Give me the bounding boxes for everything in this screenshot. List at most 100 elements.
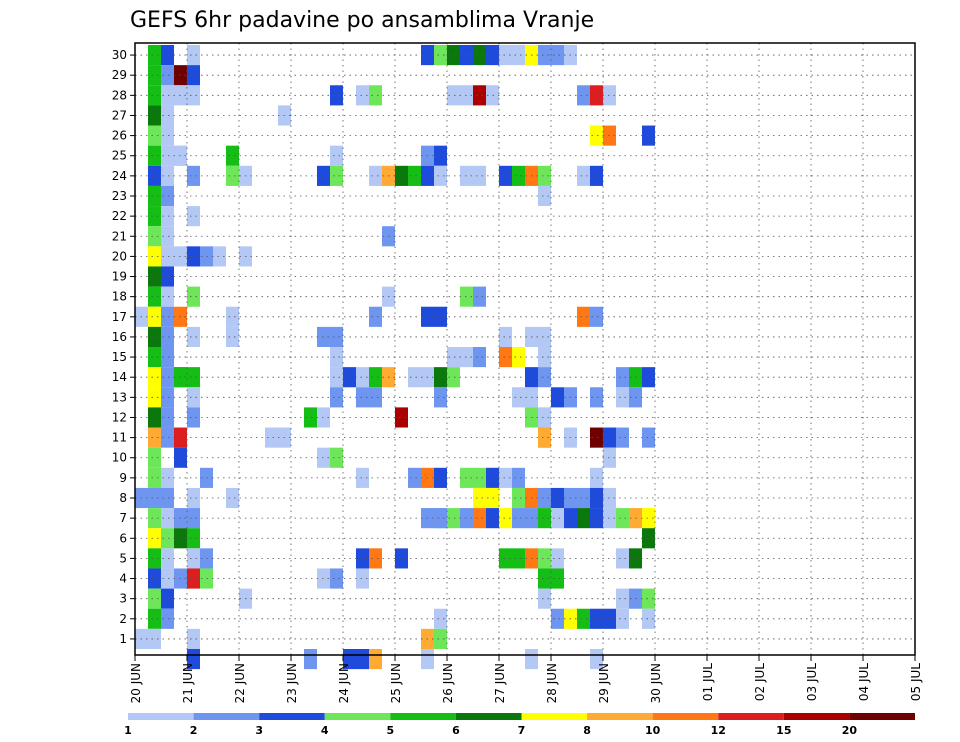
- precip-cell-m8-t1: [148, 487, 161, 509]
- precip-cell-m24-t18: [369, 165, 382, 186]
- x-tick-label: 04 JUL: [857, 663, 871, 701]
- precip-cell-m23-t2: [161, 185, 174, 207]
- precip-cell-m3-t37: [616, 588, 629, 609]
- precip-cell-m19-t2: [161, 266, 174, 287]
- precip-cell-m8-t2: [161, 487, 174, 509]
- precip-cell-m2-t1: [148, 608, 161, 629]
- precip-cell-m15-t26: [473, 347, 486, 368]
- precip-cell-m17-t34: [577, 306, 590, 327]
- precip-cell-m8-t35: [590, 487, 603, 509]
- y-tick-label: 4: [119, 572, 127, 586]
- precip-cell-m9-t35: [590, 467, 603, 488]
- precip-cell-m5-t17: [356, 548, 369, 569]
- x-tick-label: 26 JUN: [441, 663, 455, 703]
- y-tick-label: 29: [112, 68, 127, 82]
- precip-cell-m29-t2: [161, 65, 174, 86]
- precip-cell-m4-t31: [538, 568, 551, 589]
- precip-cell-m13-t2: [161, 387, 174, 408]
- precip-cell-m17-t18: [369, 306, 382, 327]
- precip-cell-m7-t4: [187, 508, 200, 529]
- precip-cell-m15-t28: [499, 347, 512, 368]
- precip-cell-m12-t13: [304, 407, 317, 428]
- precip-cell-m24-t20: [395, 165, 408, 186]
- precip-cell-m13-t29: [512, 387, 525, 408]
- precip-cell-m24-t26: [473, 165, 486, 186]
- x-tick-label: 27 JUN: [493, 663, 507, 703]
- colorbar-label: 7: [518, 724, 526, 737]
- precip-cell-m25-t1: [148, 145, 161, 166]
- precip-cell-m22-t4: [187, 206, 200, 227]
- y-tick-label: 1: [119, 632, 127, 646]
- precip-cell-m5-t32: [551, 548, 564, 569]
- precip-cell-m2-t37: [616, 608, 629, 629]
- colorbar-label: 10: [645, 724, 661, 737]
- precip-cell-m23-t31: [538, 185, 551, 207]
- precip-cell-m14-t2: [161, 367, 174, 388]
- precip-cell-m15-t15: [330, 347, 343, 368]
- x-tick-label: 23 JUN: [285, 663, 299, 703]
- precip-cell-m5-t31: [538, 548, 551, 569]
- precip-cell-m0-t17: [356, 649, 369, 670]
- precip-cell-m30-t29: [512, 45, 525, 66]
- colorbar-segment: [324, 713, 391, 720]
- precip-cell-m5-t18: [369, 548, 382, 569]
- precip-cell-m28-t1: [148, 85, 161, 106]
- x-axis-ticks: 20 JUN 21 JUN 22 JUN 23 JUN 24 JUN 25 JUN 26 J…: [129, 655, 923, 703]
- precip-cell-m28-t15: [330, 85, 343, 106]
- x-tick-label: 03 JUL: [805, 663, 819, 701]
- precip-cell-m0-t30: [525, 649, 538, 670]
- precip-cell-m25-t2: [161, 145, 174, 166]
- y-axis-ticks: 1234567891011121314151617181920212223242…: [112, 48, 135, 646]
- precip-cell-m15-t1: [148, 347, 161, 368]
- x-tick-label: 28 JUN: [545, 663, 559, 703]
- precip-cell-m24-t1: [148, 165, 161, 186]
- precip-cell-m29-t4: [187, 65, 200, 86]
- x-tick-label: 01 JUL: [701, 663, 715, 701]
- precip-cell-m13-t32: [551, 387, 564, 408]
- precip-cell-m17-t35: [590, 306, 603, 327]
- precip-cell-m4-t15: [330, 568, 343, 589]
- heatmap-cells: [135, 45, 655, 670]
- precip-cell-m24-t31: [538, 165, 551, 186]
- precip-cell-m9-t21: [408, 467, 421, 488]
- precip-cell-m24-t7: [226, 165, 239, 186]
- precip-cell-m11-t39: [642, 427, 655, 448]
- precip-cell-m9-t1: [148, 467, 161, 488]
- precip-cell-m3-t39: [642, 588, 655, 609]
- y-tick-label: 20: [112, 249, 127, 263]
- precip-cell-m16-t31: [538, 326, 551, 347]
- precip-cell-m13-t35: [590, 387, 603, 408]
- x-tick-label: 30 JUN: [649, 663, 663, 703]
- colorbar-segment: [128, 713, 194, 720]
- precip-cell-m8-t29: [512, 487, 525, 509]
- precip-cell-m3-t31: [538, 588, 551, 609]
- precip-cell-m18-t26: [473, 286, 486, 307]
- precip-cell-m28-t4: [187, 85, 200, 106]
- precip-cell-m28-t24: [447, 85, 460, 106]
- precip-cell-m2-t35: [590, 608, 603, 629]
- precip-cell-m5-t28: [499, 548, 512, 569]
- precip-cell-m6-t1: [148, 528, 161, 549]
- precip-cell-m8-t32: [551, 487, 564, 509]
- precip-cell-m9-t29: [512, 467, 525, 488]
- precip-cell-m7-t26: [473, 508, 486, 529]
- precip-cell-m14-t4: [187, 367, 200, 388]
- colorbar-segment: [390, 713, 456, 720]
- precip-cell-m7-t1: [148, 508, 161, 529]
- y-tick-label: 19: [112, 270, 127, 284]
- y-tick-label: 21: [112, 229, 127, 243]
- precip-cell-m7-t35: [590, 508, 603, 529]
- precip-cell-m7-t29: [512, 508, 525, 529]
- precip-cell-m14-t39: [642, 367, 655, 388]
- colorbar-label: 20: [842, 724, 858, 737]
- precip-cell-m16-t2: [161, 326, 174, 347]
- y-tick-label: 23: [112, 189, 127, 203]
- precip-cell-m2-t34: [577, 608, 590, 629]
- precip-cell-m5-t4: [187, 548, 200, 569]
- precip-cell-m24-t21: [408, 165, 421, 186]
- y-tick-label: 18: [112, 290, 127, 304]
- precip-cell-m24-t4: [187, 165, 200, 186]
- precip-cell-m0-t13: [304, 649, 317, 670]
- precip-cell-m7-t23: [434, 508, 447, 529]
- precip-cell-m4-t1: [148, 568, 161, 589]
